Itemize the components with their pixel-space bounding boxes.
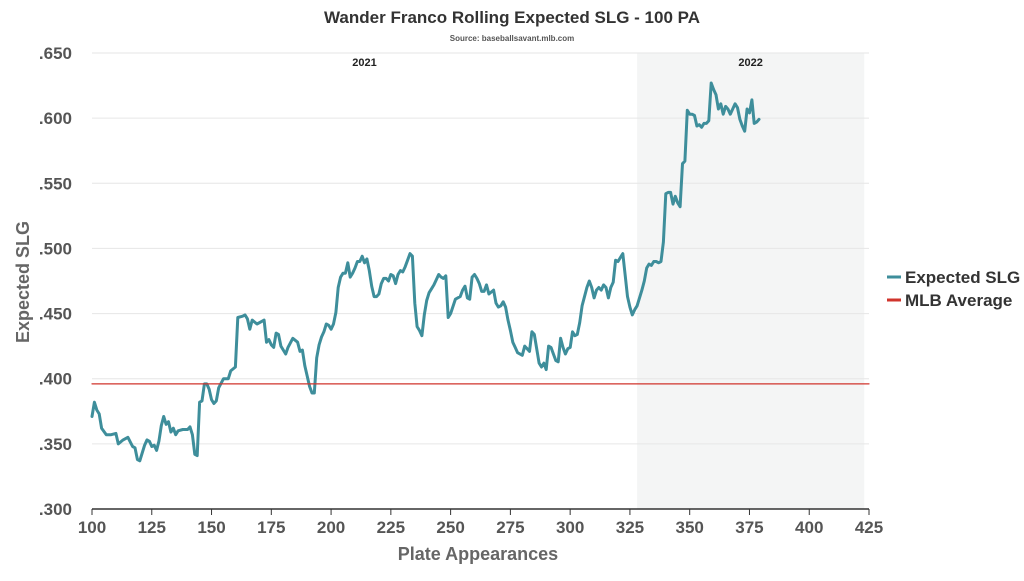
x-tick-label: 150 (197, 518, 225, 537)
x-tick-label: 100 (78, 518, 106, 537)
y-tick-label: .650 (39, 44, 72, 63)
x-tick-label: 275 (496, 518, 524, 537)
y-axis-label: Expected SLG (13, 221, 33, 343)
series-line-expected-slg (90, 81, 761, 463)
y-tick-label: .400 (39, 370, 72, 389)
season-label-2021: 2021 (352, 57, 376, 69)
legend-label-expected-slg: Expected SLG (905, 268, 1020, 287)
x-tick-label: 350 (676, 518, 704, 537)
chart-subtitle: Source: baseballsavant.mlb.com (450, 34, 575, 43)
x-tick-label: 325 (616, 518, 644, 537)
legend-label-mlb-average: MLB Average (905, 291, 1012, 310)
x-tick-label: 375 (735, 518, 763, 537)
y-tick-label: .550 (39, 174, 72, 193)
y-tick-label: .300 (39, 500, 72, 519)
x-tick-label: 250 (436, 518, 464, 537)
legend: Expected SLG MLB Average (887, 268, 1020, 310)
x-tick-label: 225 (377, 518, 405, 537)
y-tick-label: .500 (39, 239, 72, 258)
x-tick-label: 425 (855, 518, 883, 537)
x-tick-label: 125 (138, 518, 166, 537)
chart-title: Wander Franco Rolling Expected SLG - 100… (324, 8, 700, 27)
season-shading-2022 (637, 53, 865, 509)
x-tick-label: 400 (795, 518, 823, 537)
plot-area: .300 .350 .400 .450 .500 .550 .600 .650 100 125 15… (39, 44, 883, 537)
x-tick-label: 175 (257, 518, 285, 537)
x-axis-label: Plate Appearances (398, 544, 558, 564)
y-tick-label: .600 (39, 109, 72, 128)
x-tick-label: 300 (556, 518, 584, 537)
season-label-2022: 2022 (738, 57, 762, 69)
y-tick-label: .450 (39, 305, 72, 324)
x-tick-label: 200 (317, 518, 345, 537)
y-tick-label: .350 (39, 435, 72, 454)
